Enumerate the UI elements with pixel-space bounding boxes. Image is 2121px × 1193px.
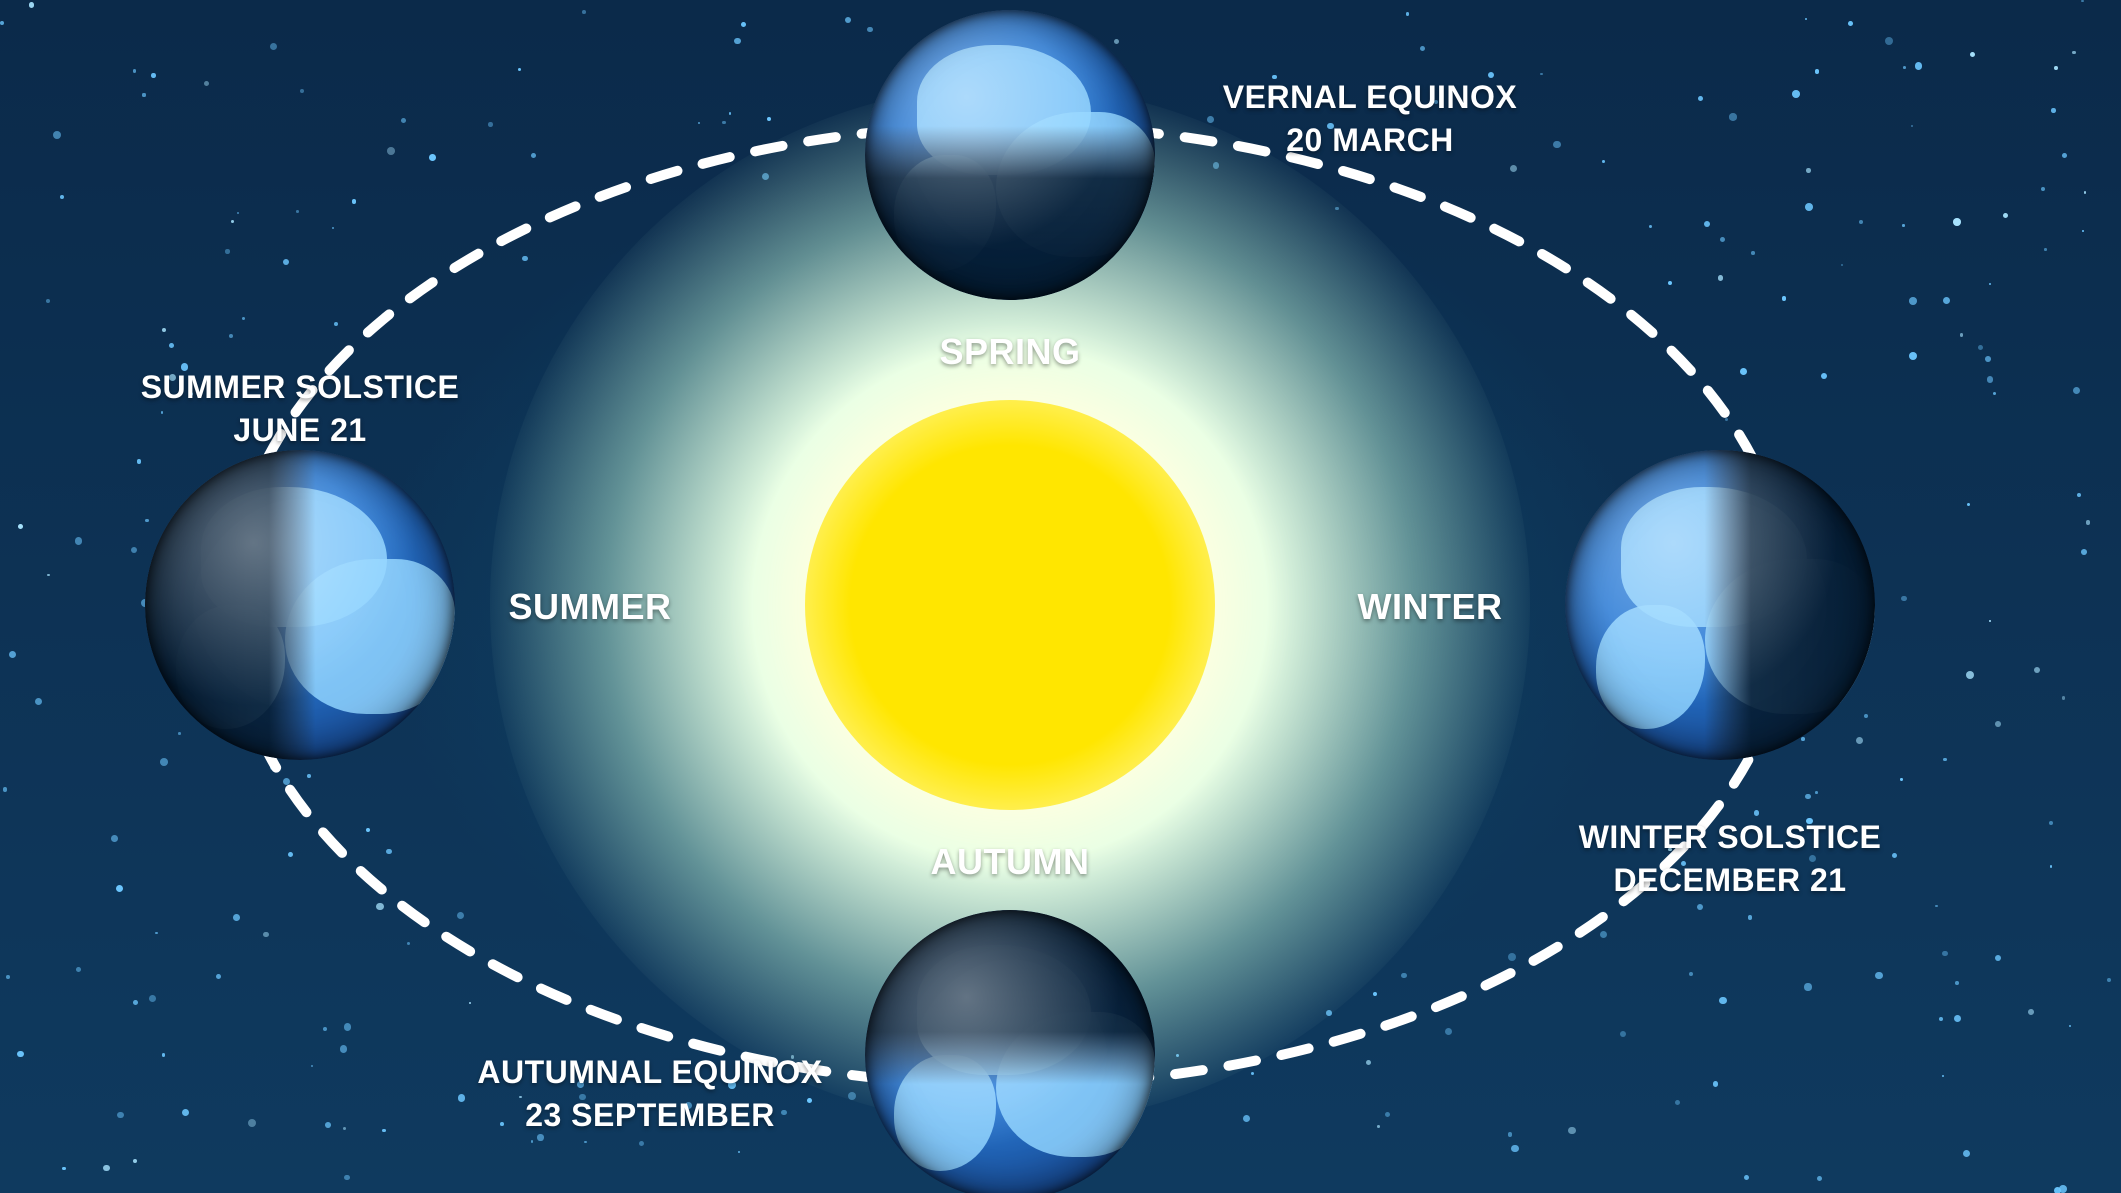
label-vernal-equinox: VERNAL EQUINOX20 MARCH — [1070, 76, 1670, 162]
label-autumn: AUTUMN — [710, 838, 1310, 887]
label-summer: SUMMER — [290, 583, 890, 632]
label-autumnal-equinox: AUTUMNAL EQUINOX23 SEPTEMBER — [350, 1051, 950, 1137]
label-spring: SPRING — [710, 328, 1310, 377]
label-summer-solstice: SUMMER SOLSTICEJUNE 21 — [0, 366, 600, 452]
label-winter: WINTER — [1130, 583, 1730, 632]
seasons-diagram: SPRING SUMMER AUTUMN WINTER VERNAL EQUIN… — [0, 0, 2121, 1193]
label-winter-solstice: WINTER SOLSTICEDECEMBER 21 — [1430, 816, 2030, 902]
